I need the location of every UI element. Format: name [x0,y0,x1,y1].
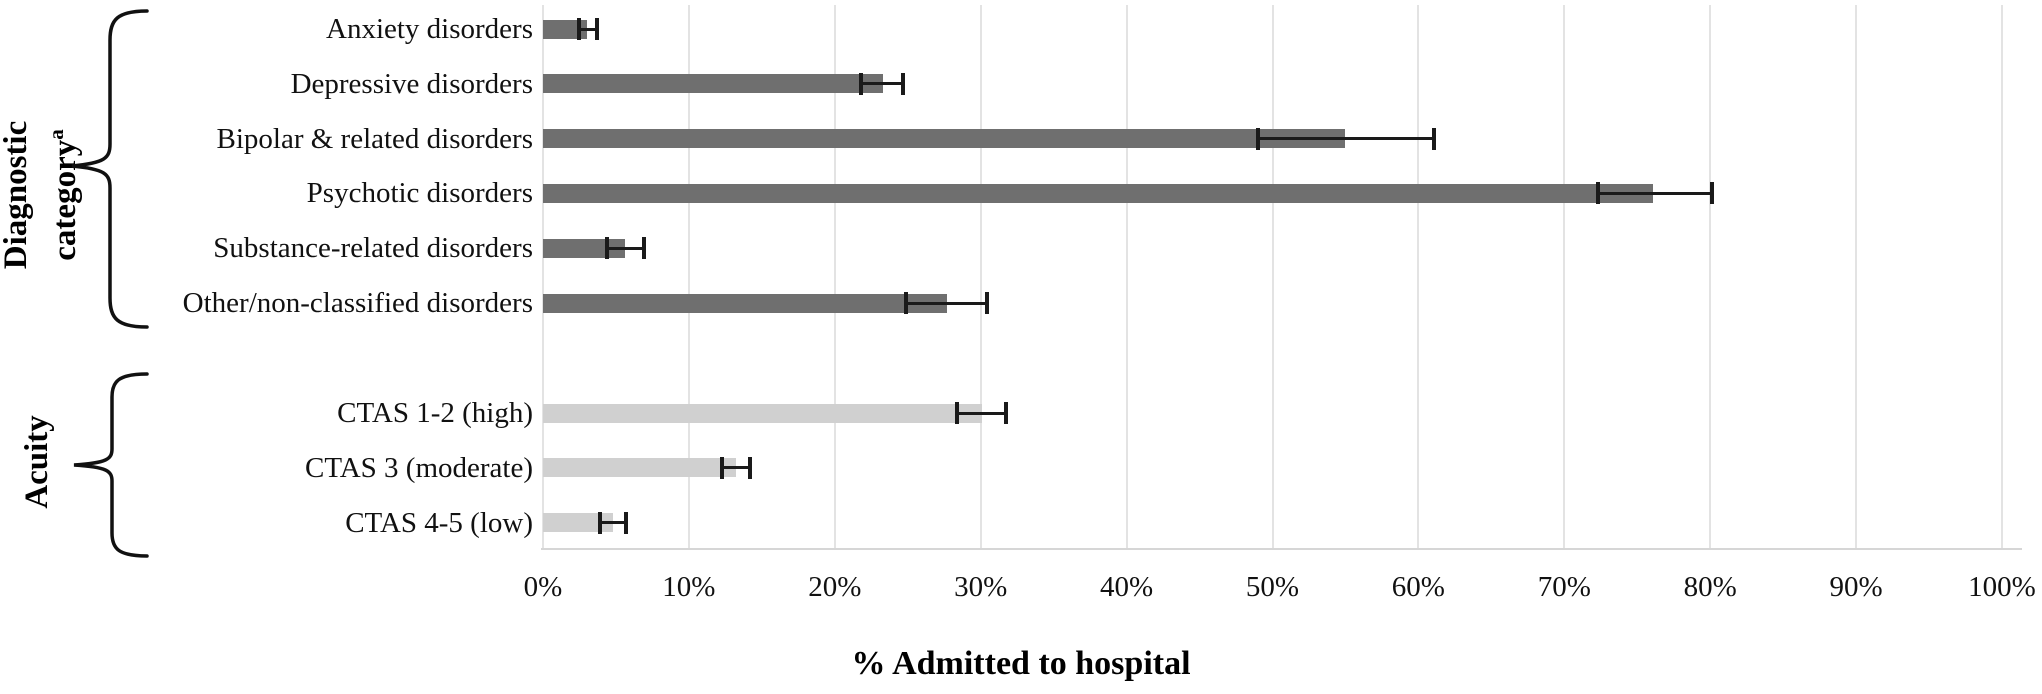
error-bar-cap-high [624,511,629,534]
error-bar-whisker [1597,191,1712,195]
error-bar-whisker [722,466,751,470]
gridline-10% [687,5,690,548]
bar-depressive-disorders [543,74,883,94]
gridline-80% [1709,5,1712,548]
gridline-20% [833,5,836,548]
x-tick-label: 70% [1537,571,1591,603]
error-bar-whisker [957,411,1006,415]
error-bar-cap-high [1003,402,1008,424]
gridline-40% [1125,5,1128,548]
x-axis: 0% 10% 20% 30% 40% 50% 60% 70% 80% 90% 100% [524,570,2036,610]
gridline-90% [1855,5,1858,548]
error-bar-cap-low [1255,127,1260,150]
error-bar-cap-high [1709,182,1714,205]
x-tick-label: 40% [1100,571,1154,603]
error-bar-cap-low [1595,182,1600,205]
category-axis-labels: Anxiety disorders Depressive disorders Bip… [0,0,533,560]
error-bar-cap-low [605,237,610,260]
gridline-100% [2001,5,2003,548]
error-bar-cap-low [859,72,864,95]
error-bar-whisker [607,246,644,250]
x-tick-label: 50% [1245,571,1300,603]
error-bar-cap-low [597,511,602,534]
error-bar-cap-low [720,456,725,479]
category-label: CTAS 4-5 (low) [345,506,533,539]
category-label: Substance-related disorders [213,232,533,265]
category-label: Bipolar & related disorders [216,122,534,155]
x-tick-label: 80% [1683,571,1737,603]
bar-other-non-classified-disorders [543,293,948,313]
bar-substance-related-disorders [543,238,625,258]
bar-anxiety-disorders [543,19,587,39]
bar-bipolar-related-disorders [543,129,1346,149]
gridline-50% [1271,5,1274,548]
gridline-30% [979,5,982,548]
x-tick-label: 10% [662,571,716,603]
bar-psychotic-disorders [543,183,1654,203]
diagnostic-category-brace [71,9,149,329]
error-bar-whisker [599,521,627,525]
x-axis-title: % Admitted to hospital [851,645,1191,682]
error-bar-cap-high [984,292,989,314]
error-bar-cap-high [641,237,646,260]
x-tick-label: 0% [523,571,563,603]
error-bar-cap-low [955,402,960,424]
bar-ctas-4-5-low- [543,513,614,533]
gridline-0% [542,5,544,548]
error-bar-whisker [1257,137,1435,141]
gridline-70% [1563,5,1566,548]
x-tick-label: 60% [1391,571,1445,603]
error-bar-cap-high [748,456,753,479]
acuity-brace [73,372,149,558]
bar-ctas-1-2-high- [543,403,983,423]
bar-ctas-3-moderate- [543,458,736,478]
category-label: Anxiety disorders [326,13,533,45]
error-bar-whisker [906,301,987,305]
x-axis-line [541,548,2022,550]
category-label: Psychotic disorders [306,177,533,210]
x-tick-label: 30% [954,571,1008,603]
gridline-60% [1417,5,1420,548]
x-tick-label: 20% [808,571,862,603]
category-label: Depressive disorders [290,67,533,100]
x-tick-label: 100% [1968,571,2036,603]
error-bar-cap-high [594,18,599,40]
error-bar-cap-high [901,72,906,95]
error-bar-cap-low [577,18,582,40]
category-label: CTAS 3 (moderate) [304,451,533,484]
error-bar-cap-low [904,292,909,314]
error-bar-whisker [861,82,904,86]
category-label: CTAS 1-2 (high) [337,397,533,429]
plot-area [541,5,2022,550]
category-label: Other/non-classified disorders [182,287,533,319]
x-tick-label: 90% [1829,571,1883,603]
error-bar-cap-high [1432,127,1437,150]
error-bar-whisker [579,27,597,31]
